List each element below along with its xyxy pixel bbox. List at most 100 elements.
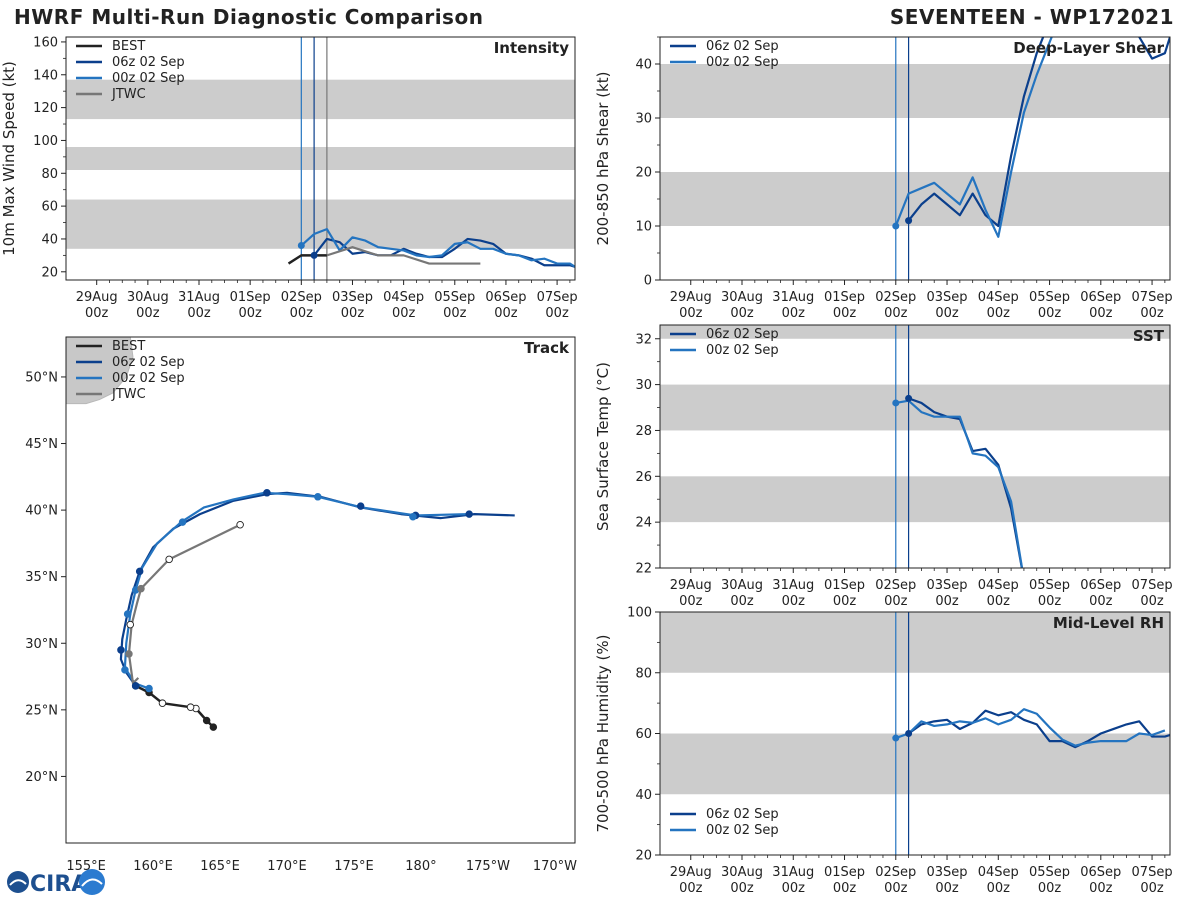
rh-plot-area bbox=[660, 612, 1170, 855]
track-xtick-label: 170°W bbox=[533, 859, 577, 874]
track-legend-label: 06z 02 Sep bbox=[112, 355, 185, 370]
rh-xtick-hour: 00z bbox=[730, 881, 754, 896]
track-legend-label: JTWC bbox=[111, 387, 146, 402]
shear-xtick-hour: 00z bbox=[1089, 306, 1113, 321]
rh-xtick-date: 01Sep bbox=[824, 865, 865, 880]
sst-xtick-date: 05Sep bbox=[1029, 578, 1070, 593]
intensity-series-00z-02-sep bbox=[300, 228, 575, 268]
track-ytick-label: 25°N bbox=[25, 703, 58, 718]
intensity-ytick-label: 60 bbox=[41, 200, 58, 215]
intensity-xtick-hour: 00z bbox=[85, 306, 109, 321]
track-ytick-label: 40°N bbox=[25, 504, 58, 519]
track-position-marker bbox=[178, 518, 187, 526]
track-position-marker bbox=[158, 699, 167, 707]
sst-ytick-label: 26 bbox=[635, 470, 652, 485]
shear-xtick-date: 07Sep bbox=[1132, 290, 1173, 305]
rh-ylabel: 700-500 hPa Humidity (%) bbox=[594, 634, 612, 832]
sst-xtick-date: 01Sep bbox=[824, 578, 865, 593]
shear-plot-area bbox=[660, 37, 1170, 280]
shear-xtick-hour: 00z bbox=[1140, 306, 1164, 321]
track-position-marker bbox=[131, 682, 140, 690]
track-panel-title: Track bbox=[524, 339, 570, 357]
intensity-xtick-date: 06Sep bbox=[485, 290, 526, 305]
rh-xtick-date: 06Sep bbox=[1080, 865, 1121, 880]
rh-legend-label: 00z 02 Sep bbox=[706, 823, 779, 838]
shear-xtick-date: 05Sep bbox=[1029, 290, 1070, 305]
rh-ytick-label: 80 bbox=[635, 666, 652, 681]
page-title: HWRF Multi-Run Diagnostic Comparison bbox=[14, 5, 484, 29]
sst-xtick-hour: 00z bbox=[884, 594, 908, 609]
track-position-marker bbox=[165, 555, 173, 564]
rh-xtick-date: 04Sep bbox=[978, 865, 1019, 880]
intensity-xtick-date: 03Sep bbox=[332, 290, 373, 305]
sst-xtick-hour: 00z bbox=[987, 594, 1011, 609]
intensity-band-0 bbox=[66, 199, 575, 249]
shear-xtick-date: 01Sep bbox=[824, 290, 865, 305]
track-ytick-label: 50°N bbox=[25, 370, 58, 385]
shear-xtick-hour: 00z bbox=[782, 306, 806, 321]
sst-band-0 bbox=[660, 476, 1170, 523]
rh-ytick-label: 40 bbox=[635, 788, 652, 803]
track-legend-label: BEST bbox=[112, 339, 145, 354]
track-ytick-label: 45°N bbox=[25, 437, 58, 452]
intensity-xtick-hour: 00z bbox=[136, 306, 160, 321]
sst-xtick-hour: 00z bbox=[1089, 594, 1113, 609]
track-position-marker bbox=[409, 513, 417, 521]
rh-ytick-label: 100 bbox=[627, 606, 652, 621]
rh-xtick-hour: 00z bbox=[884, 881, 908, 896]
sst-xtick-date: 30Aug bbox=[721, 578, 763, 593]
sst-xtick-hour: 00z bbox=[1140, 594, 1164, 609]
intensity-legend-label: 00z 02 Sep bbox=[112, 71, 185, 86]
intensity-frame bbox=[65, 36, 576, 281]
intensity-xtick-date: 01Sep bbox=[230, 290, 271, 305]
shear-xtick-date: 03Sep bbox=[927, 290, 968, 305]
sst-chart: 22242628303229Aug00z30Aug00z31Aug00z01Se… bbox=[594, 324, 1173, 609]
track-position-marker bbox=[263, 489, 271, 497]
shear-xtick-hour: 00z bbox=[1038, 306, 1062, 321]
intensity-xtick-date: 07Sep bbox=[537, 290, 578, 305]
rh-xtick-date: 05Sep bbox=[1029, 865, 1070, 880]
shear-frame bbox=[659, 36, 1171, 281]
rh-start-marker-1 bbox=[905, 730, 913, 737]
sst-xtick-date: 03Sep bbox=[927, 578, 968, 593]
rh-chart: 2040608010029Aug00z30Aug00z31Aug00z01Sep… bbox=[594, 606, 1173, 897]
intensity-series-best bbox=[287, 254, 327, 265]
track-series-jtwc bbox=[127, 523, 241, 685]
track-position-marker bbox=[125, 650, 133, 658]
track-xtick-label: 165°E bbox=[200, 859, 240, 874]
shear-ytick-label: 10 bbox=[635, 220, 652, 235]
intensity-xtick-date: 29Aug bbox=[76, 290, 118, 305]
intensity-xtick-hour: 00z bbox=[290, 306, 314, 321]
intensity-series-06z-02-sep bbox=[313, 237, 575, 268]
track-frame bbox=[65, 336, 576, 844]
rh-xtick-date: 30Aug bbox=[721, 865, 763, 880]
intensity-xtick-date: 04Sep bbox=[383, 290, 424, 305]
sst-panel-title: SST bbox=[1133, 327, 1165, 345]
intensity-ytick-label: 100 bbox=[33, 134, 58, 149]
sst-legend-label: 06z 02 Sep bbox=[706, 327, 779, 342]
shear-band-1 bbox=[660, 64, 1170, 118]
intensity-start-marker-0 bbox=[297, 242, 305, 250]
rh-xtick-hour: 00z bbox=[1038, 881, 1062, 896]
sst-legend-label: 00z 02 Sep bbox=[706, 343, 779, 358]
shear-panel-title: Deep-Layer Shear bbox=[1013, 39, 1164, 57]
rh-start-marker-0 bbox=[892, 734, 900, 742]
cira-logo-icon: CIRA bbox=[7, 869, 105, 897]
rh-band-1 bbox=[660, 612, 1170, 673]
sst-ytick-label: 30 bbox=[635, 378, 652, 393]
intensity-panel-title: Intensity bbox=[494, 39, 570, 57]
rh-xtick-date: 07Sep bbox=[1132, 865, 1173, 880]
track-legend-label: 00z 02 Sep bbox=[112, 371, 185, 386]
shear-start-marker-1 bbox=[905, 217, 913, 225]
shear-xtick-date: 29Aug bbox=[670, 290, 712, 305]
intensity-band-1 bbox=[66, 147, 575, 170]
shear-ylabel: 200-850 hPa Shear (kt) bbox=[594, 72, 612, 246]
shear-xtick-hour: 00z bbox=[833, 306, 857, 321]
track-ytick-label: 30°N bbox=[25, 637, 58, 652]
shear-start-marker-0 bbox=[892, 222, 900, 230]
shear-xtick-date: 31Aug bbox=[772, 290, 814, 305]
sst-ytick-label: 24 bbox=[635, 516, 652, 531]
intensity-ytick-label: 20 bbox=[41, 265, 58, 280]
track-position-marker bbox=[123, 610, 132, 618]
rh-xtick-date: 29Aug bbox=[670, 865, 712, 880]
